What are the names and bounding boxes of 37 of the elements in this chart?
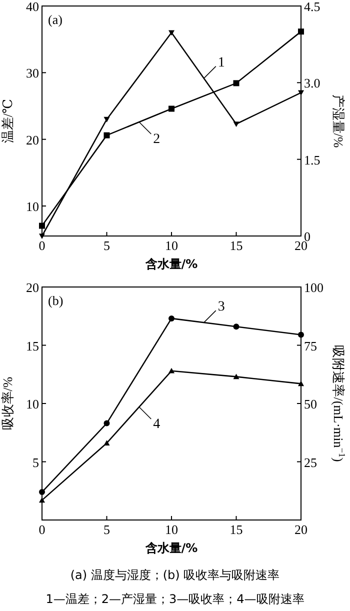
y-axis-title: 温差/℃ xyxy=(0,98,15,144)
y-tick-label: 30 xyxy=(26,66,39,81)
x-tick-label: 15 xyxy=(230,238,243,253)
series-label: 2 xyxy=(153,132,160,148)
x-tick-label: 5 xyxy=(104,522,110,537)
x-axis-title: 含水量/% xyxy=(144,257,198,271)
y-tick-label: 15 xyxy=(26,338,39,354)
x-tick-label: 5 xyxy=(104,238,110,253)
y2-tick-label: 3.0 xyxy=(304,76,320,91)
y-tick-label: 5 xyxy=(32,454,39,470)
y2-tick-label: 4.5 xyxy=(304,0,320,14)
y2-tick-label: 75 xyxy=(304,338,317,354)
x-tick-label: 0 xyxy=(38,522,46,537)
series-label: 4 xyxy=(153,416,160,432)
y2-tick-label: 25 xyxy=(304,454,317,470)
y2-axis-title: 产湿量/% xyxy=(331,94,346,148)
y-tick-label: 10 xyxy=(26,396,39,412)
x-tick-label: 0 xyxy=(38,238,46,253)
y-tick-label: 10 xyxy=(26,199,39,214)
y-tick-label: 40 xyxy=(26,0,39,14)
y2-tick-label: 1.5 xyxy=(304,152,320,168)
x-axis-title: 含水量/% xyxy=(144,541,198,555)
legend-label: 3 xyxy=(218,300,225,315)
y-axis-title: 吸收率/% xyxy=(0,376,15,430)
text: (a) 温度与湿度；(b) 吸收率与吸附速率 xyxy=(70,568,280,582)
y2-tick-label: 50 xyxy=(304,396,317,412)
x-tick-label: 20 xyxy=(294,522,308,537)
y2-tick-label: 100 xyxy=(304,280,324,295)
legend-label: 1 xyxy=(218,55,225,70)
text: 1—温差；2—产湿量；3—吸收率；4—吸附速率 xyxy=(46,592,304,606)
annotation: (a) xyxy=(48,12,62,27)
annotation: (b) xyxy=(48,293,64,308)
x-tick-label: 10 xyxy=(165,522,178,537)
y-tick-label: 20 xyxy=(26,280,39,295)
y-tick-label: 20 xyxy=(26,132,39,148)
x-tick-label: 15 xyxy=(230,522,243,537)
x-tick-label: 10 xyxy=(165,238,178,253)
